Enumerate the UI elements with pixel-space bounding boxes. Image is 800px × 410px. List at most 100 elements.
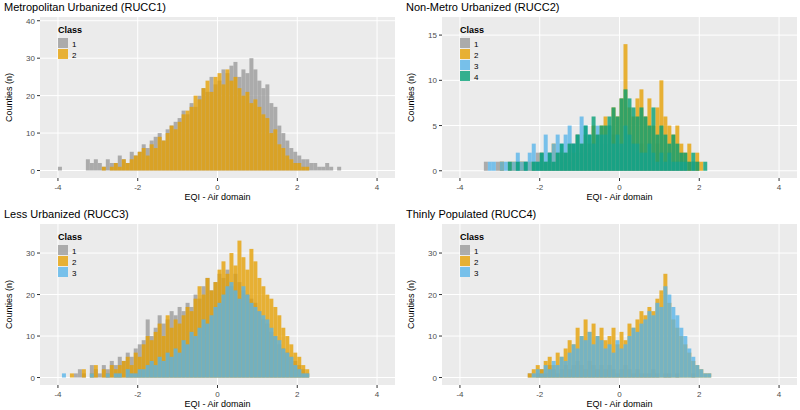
histogram-bar: [86, 159, 90, 170]
histogram-bar: [289, 148, 293, 170]
histogram-bar: [257, 278, 261, 378]
tick-label: 20: [26, 291, 35, 300]
legend-label: 3: [72, 269, 77, 278]
histogram-bar: [74, 170, 78, 171]
histogram-bar: [544, 162, 548, 171]
grid-line: [779, 224, 780, 385]
histogram-bar: [568, 126, 572, 171]
tick: [699, 385, 700, 388]
histogram-bar: [122, 361, 126, 378]
tick-label: 0: [31, 374, 36, 383]
histogram-bar: [329, 170, 333, 171]
histogram-bar: [138, 344, 142, 377]
legend-key: [460, 71, 470, 81]
histogram-bar: [130, 152, 134, 171]
histogram-bar: [572, 144, 576, 171]
histogram-bar: [596, 126, 600, 171]
histogram-bar: [520, 162, 524, 171]
histogram-bar: [166, 353, 170, 378]
histogram-bar: [556, 153, 560, 171]
histogram-bar: [210, 77, 214, 171]
histogram-bar: [170, 328, 174, 378]
tick-label: 4: [375, 183, 380, 192]
histogram-bar: [118, 167, 122, 171]
legend-title: Class: [460, 232, 484, 242]
histogram-bar: [202, 319, 206, 377]
series: [58, 58, 341, 170]
histogram-bar: [114, 163, 118, 170]
tick: [439, 336, 442, 337]
tick: [297, 178, 298, 181]
histogram-bar: [333, 170, 337, 171]
tick-label: 20: [26, 92, 35, 101]
histogram-bar: [600, 340, 604, 377]
histogram-bar: [86, 377, 90, 378]
histogram-bar: [194, 96, 198, 171]
histogram-bar: [484, 170, 488, 171]
histogram-bar: [588, 135, 592, 171]
bars: [58, 58, 341, 170]
histogram-bar: [596, 135, 600, 171]
legend-title: Class: [460, 25, 484, 35]
histogram-bar: [253, 69, 257, 170]
grid-line: [442, 35, 797, 36]
histogram-bar: [663, 274, 667, 378]
histogram-bar: [66, 377, 70, 378]
tick: [779, 178, 780, 181]
histogram-bar: [679, 144, 683, 171]
histogram-bar: [82, 369, 86, 377]
x-axis-label: EQI - Air domain: [586, 192, 652, 202]
histogram-bar: [580, 144, 584, 171]
histogram-bar: [313, 170, 317, 171]
histogram-bar: [321, 167, 325, 171]
histogram-bar: [647, 307, 651, 378]
histogram-bar: [174, 315, 178, 377]
histogram-bar: [544, 365, 548, 377]
tick-label: 0: [617, 390, 622, 399]
histogram-bar: [229, 66, 233, 171]
y-axis-label: Counties (n): [4, 280, 14, 329]
histogram-bar: [512, 170, 516, 171]
tick: [459, 385, 460, 388]
histogram-bar: [218, 303, 222, 378]
histogram-bar: [687, 162, 691, 171]
histogram-bar: [576, 135, 580, 171]
tick: [459, 178, 460, 181]
histogram-bar: [540, 369, 544, 377]
histogram-bar: [647, 98, 651, 170]
tick-label: 10: [428, 76, 437, 85]
histogram-bar: [66, 377, 70, 378]
histogram-bar: [333, 170, 337, 171]
histogram-bar: [162, 141, 166, 171]
histogram-bar: [612, 107, 616, 170]
histogram-bar: [269, 133, 273, 170]
histogram-bar: [162, 324, 166, 378]
histogram-bar: [249, 58, 253, 170]
histogram-bar: [261, 286, 265, 377]
histogram-bar: [237, 88, 241, 170]
legend-key: [460, 245, 470, 255]
histogram-bar: [695, 162, 699, 171]
histogram-bar: [134, 156, 138, 171]
tick-label: -4: [456, 183, 464, 192]
histogram-bar: [687, 144, 691, 171]
histogram-bar: [210, 315, 214, 377]
tick: [37, 377, 40, 378]
histogram-bar: [106, 373, 110, 377]
histogram-bar: [305, 373, 309, 377]
histogram-bar: [612, 328, 616, 378]
series: [62, 282, 309, 377]
tick-label: 0: [433, 374, 438, 383]
tick: [217, 178, 218, 181]
histogram-bar: [158, 357, 162, 378]
histogram-bar: [500, 162, 504, 171]
histogram-bar: [66, 170, 70, 171]
legend: Class1234: [460, 25, 484, 82]
tick-label: -4: [54, 390, 62, 399]
histogram-bar: [257, 311, 261, 377]
histogram-bar: [233, 290, 237, 377]
histogram-bar: [130, 365, 134, 377]
histogram-bar: [202, 88, 206, 170]
histogram-bar: [631, 328, 635, 378]
y-axis-label: Counties (n): [406, 280, 416, 329]
